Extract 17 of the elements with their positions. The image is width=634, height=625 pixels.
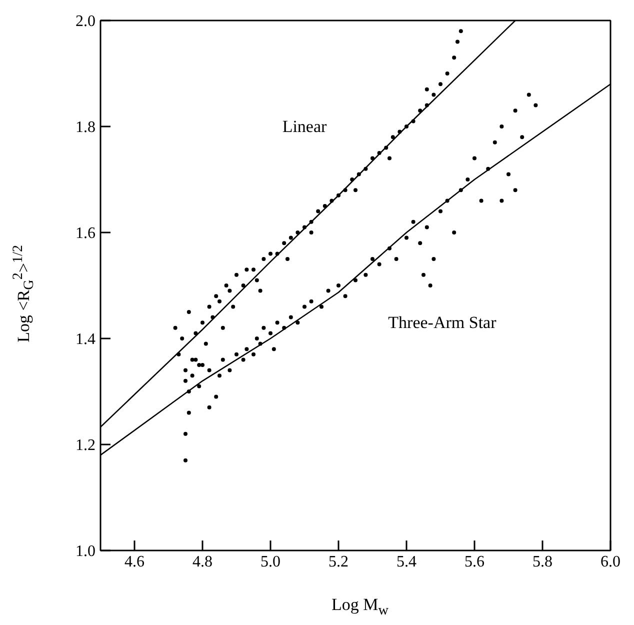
x-tick-label: 5.4 (396, 554, 416, 570)
annotation: Three-Arm Star (388, 313, 497, 332)
x-tick-label: 5.8 (532, 554, 552, 570)
x-axis-title: Log M$_{w}$ (332, 594, 388, 620)
annotation: Linear (282, 117, 328, 136)
y-tick-label: 1.6 (76, 225, 96, 242)
y-tick-label: 1.8 (76, 119, 96, 136)
y-tick-label: 1.4 (76, 331, 96, 348)
x-tick-label: 4.8 (192, 554, 212, 570)
x-tick-label: 6.0 (600, 554, 620, 570)
x-tick-label: 5.2 (328, 554, 348, 570)
y-tick-label: 2.0 (76, 13, 96, 30)
y-tick-label: 1.0 (76, 543, 96, 560)
x-tick-label: 4.6 (124, 554, 144, 570)
x-tick-label: 5.6 (464, 554, 484, 570)
x-tick-label: 5.0 (260, 554, 280, 570)
y-tick-label: 1.2 (76, 437, 96, 454)
